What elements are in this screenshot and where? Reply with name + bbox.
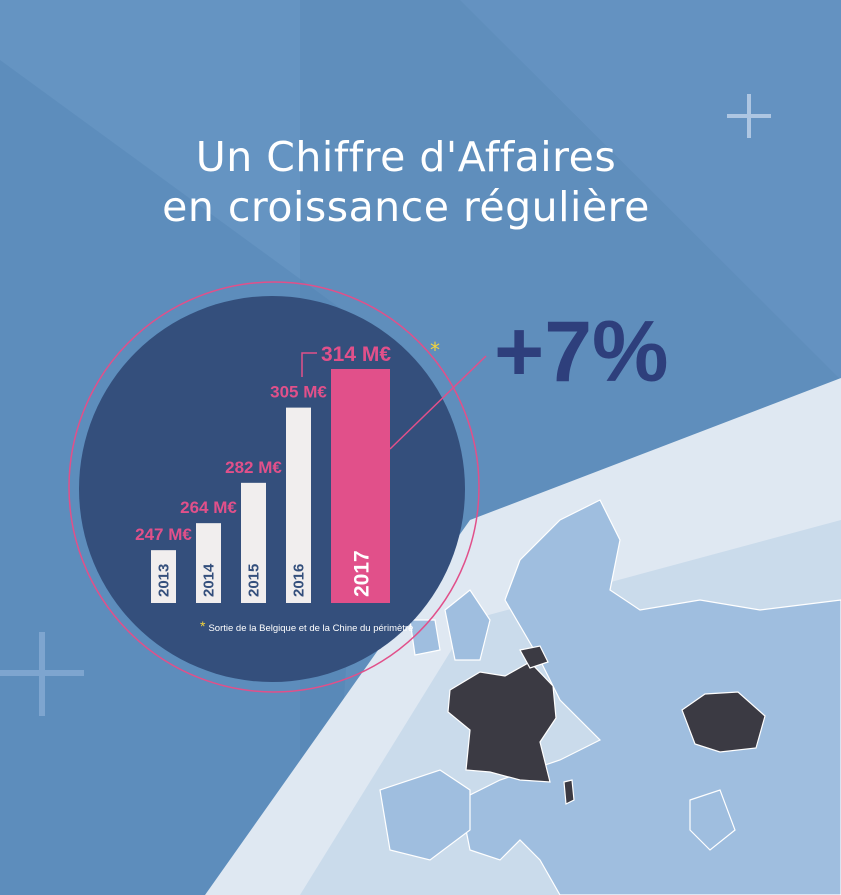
year-label-2017: 2017: [351, 550, 374, 597]
year-label-2013: 2013: [156, 564, 173, 597]
plus-decoration-icon: [727, 94, 771, 138]
bar-2016: [286, 407, 311, 603]
footnote-text: Sortie de la Belgique et de la Chine du …: [208, 623, 414, 634]
year-label-2015: 2015: [246, 564, 263, 597]
value-label-2015: 282 M€: [225, 458, 282, 477]
title-line-1: Un Chiffre d'Affaires: [195, 133, 617, 181]
year-label-2014: 2014: [201, 563, 218, 597]
footnote-star-icon: *: [200, 618, 206, 634]
growth-percentage: +7%: [494, 304, 669, 400]
chart-circle-outline: [68, 281, 480, 693]
europe-map: [379, 499, 841, 895]
netherlands-shape: [519, 645, 549, 669]
value-label-2017: 314 M€: [321, 343, 391, 366]
bar-2014: [196, 523, 221, 603]
value-label-2014: 264 M€: [180, 498, 237, 517]
bar-2015: [241, 482, 266, 603]
title-line-2: en croissance régulière: [162, 183, 650, 231]
france-shape: [447, 661, 557, 783]
highlighted-countries: [447, 645, 766, 805]
value-label-2013: 247 M€: [135, 525, 192, 544]
bar-2013: [151, 550, 176, 603]
growth-connector-line: [389, 355, 487, 450]
footnote: * Sortie de la Belgique et de la Chine du…: [200, 618, 413, 634]
value-bracket-2017: [301, 352, 317, 377]
plus-decoration-icon: [0, 632, 84, 716]
year-label-2016: 2016: [291, 564, 308, 597]
value-label-2016: 305 M€: [270, 383, 327, 402]
asterisk-icon: *: [430, 338, 440, 362]
bar-2017: [331, 369, 390, 603]
romania-shape: [681, 691, 766, 753]
corsica-shape: [563, 779, 575, 805]
page-title: Un Chiffre d'Affaires en croissance régu…: [0, 132, 812, 232]
